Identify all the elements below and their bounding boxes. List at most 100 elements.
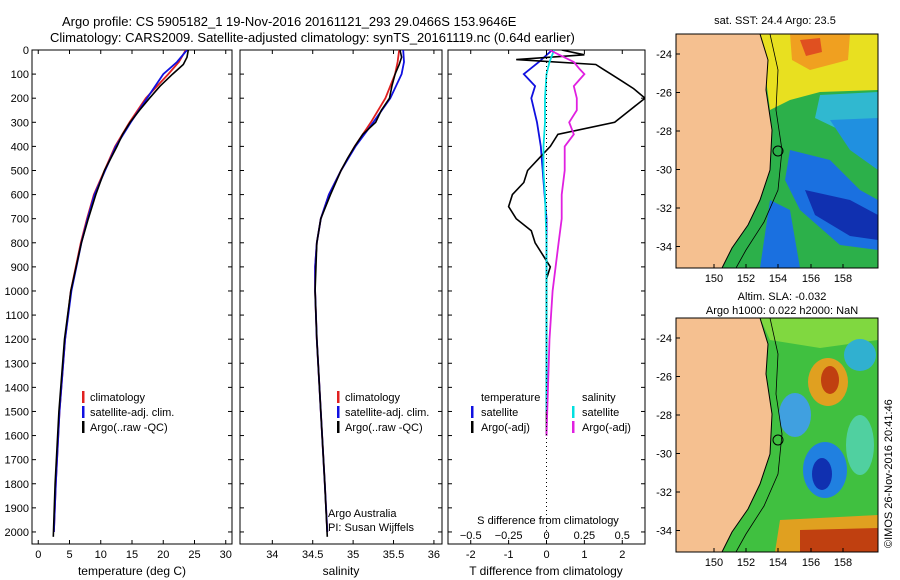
map-lon-label: 158 [834,273,852,285]
salinity-series-climatology [314,50,401,533]
y-tick-label: 1000 [5,286,29,298]
x-tick-label: 30 [220,549,232,561]
difference-top-label: S difference from climatology [477,515,619,527]
y-tick-label: 500 [11,165,29,177]
credit-line1: Argo Australia [328,508,397,520]
legend-text-climatology: climatology [90,392,146,404]
x-tick-label: -2 [466,549,476,561]
x-tick-label: 1 [581,549,587,561]
legend-swatch-satellite [337,406,340,418]
map-lon-label: 152 [737,273,755,285]
difference-series-s_argo [545,50,586,436]
map-lat-label: -28 [656,410,672,422]
temperature-series-argo [52,50,190,537]
legend-swatch-argo [337,421,340,433]
y-tick-label: 1300 [5,358,29,370]
legend-text-temperature: temperature [481,392,540,404]
y-tick-label: 1800 [5,479,29,491]
temperature-series-climatology [53,50,187,533]
y-tick-label: 1600 [5,431,29,443]
sst-map [676,34,878,268]
sla-map-frame [675,317,879,553]
legend-swatch-s-satellite [572,406,575,418]
salinity-xlabel: salinity [323,564,360,578]
legend-text-climatology: climatology [345,392,401,404]
legend-text-t-satellite: satellite [481,407,518,419]
difference-series-t_sat [522,50,553,412]
x-tick-label: 34.5 [302,549,323,561]
x-tick-label: 36 [428,549,440,561]
y-tick-label: 1700 [5,455,29,467]
argo-location-marker [772,434,784,446]
x-tick-label: 35.5 [383,549,404,561]
map-lon-label: 150 [705,557,723,569]
y-tick-label: 300 [11,117,29,129]
map-lon-label: 154 [769,273,787,285]
temperature-panel [31,49,233,545]
x-tick-label: -1 [504,549,514,561]
difference-xlabel: T difference from climatology [469,564,623,578]
x-tick-label: 5 [66,549,72,561]
title-line2: Climatology: CARS2009. Satellite-adjuste… [50,30,575,45]
salinity-series-satellite [314,50,405,533]
legend-text-satellite: satellite-adj. clim. [345,407,429,419]
y-tick-label: 1900 [5,503,29,515]
map-lat-label: -26 [656,372,672,384]
legend-swatch-climatology [337,391,340,403]
y-tick-label: 1500 [5,406,29,418]
salinity-series-argo [314,50,403,537]
difference-series-t_argo [507,50,645,436]
map-lon-label: 152 [737,557,755,569]
temperature-legend: climatology satellite-adj. clim. Argo(..… [82,391,174,434]
x-tick-label: 0 [543,549,549,561]
map-lat-label: -26 [656,88,672,100]
map-lat-label: -34 [656,526,672,538]
legend-text-argo: Argo(..raw -QC) [90,422,168,434]
legend-swatch-t-argo [471,421,474,433]
map-lat-label: -34 [656,242,672,254]
map-lat-label: -32 [656,203,672,215]
y-tick-label: 100 [11,69,29,81]
y-tick-label: 1400 [5,382,29,394]
difference-legend-temperature: temperature satellite Argo(-adj) [471,392,540,434]
y-tick-label: 400 [11,141,29,153]
legend-swatch-satellite [82,406,85,418]
x-tick-label: 10 [95,549,107,561]
top-tick-label: −0.5 [460,530,482,542]
y-tick-label: 900 [11,262,29,274]
y-tick-label: 1100 [5,310,29,322]
map-lon-label: 150 [705,273,723,285]
top-tick-label: 0.5 [615,530,630,542]
map-lon-label: 154 [769,557,787,569]
argo-location-marker [772,145,784,157]
sla-map [676,318,878,552]
y-tick-label: 700 [11,214,29,226]
map-lon-label: 156 [802,557,820,569]
legend-swatch-climatology [82,391,85,403]
map-lon-label: 158 [834,557,852,569]
sst-map-frame [675,33,879,269]
x-tick-label: 2 [619,549,625,561]
map-lat-label: -30 [656,165,672,177]
legend-swatch-s-argo [572,421,575,433]
temperature-series-satellite [53,50,188,533]
x-tick-label: 25 [188,549,200,561]
y-tick-label: 2000 [5,527,29,539]
y-tick-label: 0 [23,45,29,57]
map-lat-label: -32 [656,487,672,499]
y-tick-label: 600 [11,190,29,202]
title-line1: Argo profile: CS 5905182_1 19-Nov-2016 2… [62,14,517,29]
temperature-xlabel: temperature (deg C) [78,564,186,578]
legend-text-t-argo: Argo(-adj) [481,422,530,434]
top-tick-label: −0.25 [495,530,523,542]
map-lon-label: 156 [802,273,820,285]
sst-map-title: sat. SST: 24.4 Argo: 23.5 [714,15,836,27]
legend-text-satellite: satellite-adj. clim. [90,407,174,419]
sla-map-title2: Argo h1000: 0.022 h2000: NaN [706,305,858,317]
salinity-legend: climatology satellite-adj. clim. Argo(..… [337,391,429,434]
legend-text-s-argo: Argo(-adj) [582,422,631,434]
map-lat-label: -24 [656,333,672,345]
map-lat-label: -24 [656,49,672,61]
credit-line2: PI: Susan Wijffels [328,522,414,534]
